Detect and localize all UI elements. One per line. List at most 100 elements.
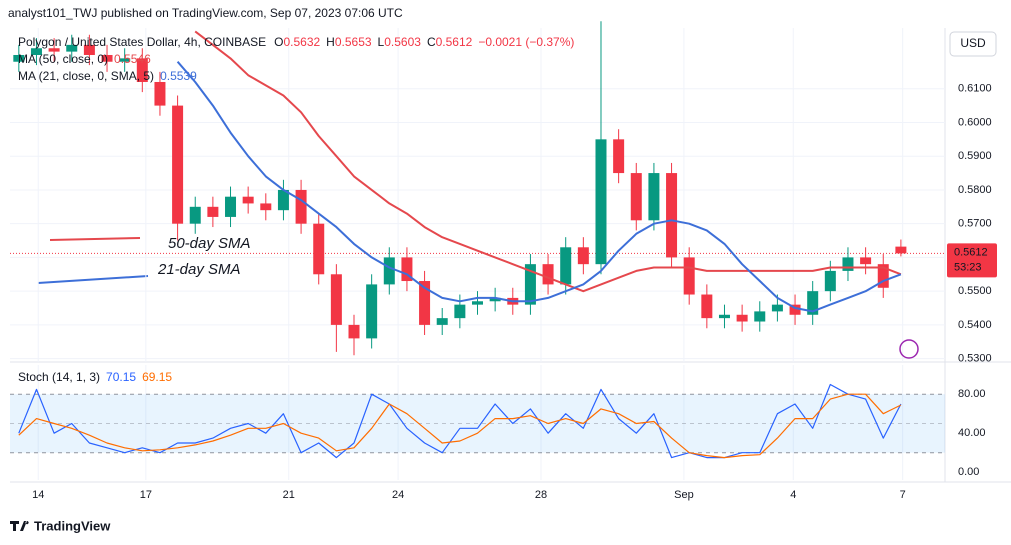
candle-body — [189, 206, 201, 224]
quote-value: 0.5653 — [335, 35, 372, 49]
last-price-tag — [947, 243, 997, 278]
candle-body — [701, 294, 713, 319]
candle-body — [789, 304, 801, 315]
candle-body — [736, 314, 748, 322]
candle-body — [277, 189, 289, 211]
x-tick-label: Sep — [674, 489, 694, 501]
candle-body — [83, 44, 95, 55]
candle-body — [225, 196, 237, 217]
stoch-title: Stoch (14, 1, 3) — [18, 370, 100, 384]
candle-body — [560, 247, 572, 285]
stoch-legend: Stoch (14, 1, 3) 70.15 69.15 — [18, 370, 172, 384]
y-tick-label: 0.5400 — [958, 319, 992, 331]
candle-body — [242, 196, 254, 204]
stoch-band — [10, 394, 945, 453]
candle-body — [154, 81, 166, 106]
x-tick-label: 17 — [140, 489, 152, 501]
candle-body — [48, 48, 60, 52]
candle-body — [807, 291, 819, 315]
quote-value: 0.5632 — [283, 35, 320, 49]
candle-body — [295, 189, 307, 224]
candle-body — [330, 274, 342, 325]
annotation-text: 21-day SMA — [157, 261, 241, 278]
candle-body — [877, 264, 889, 288]
candle-body — [613, 139, 625, 174]
candle-body — [824, 270, 836, 292]
candle-body — [648, 173, 660, 221]
candle-body — [860, 257, 872, 265]
currency-label[interactable]: USD — [960, 36, 986, 50]
quote-key: C — [427, 35, 436, 49]
brand-logo — [10, 521, 29, 531]
candle-body — [524, 264, 536, 305]
x-tick-label: 7 — [900, 489, 906, 501]
annotation-text: 50-day SMA — [168, 235, 251, 252]
y-tick-label: 0.5500 — [958, 285, 992, 297]
candle-body — [348, 324, 360, 339]
x-tick-label: 14 — [32, 489, 44, 501]
annotation-line — [49, 237, 141, 241]
quote-key: O — [274, 35, 283, 49]
candle-body — [489, 297, 501, 302]
candle-body — [577, 247, 589, 265]
quote-key: L — [378, 35, 385, 49]
ma-legend: MA (50, close, 0) 0.5546 — [18, 52, 151, 66]
indicator-line — [176, 61, 902, 313]
candle-body — [66, 44, 78, 52]
x-tick-label: 24 — [392, 489, 404, 501]
candle-body — [260, 203, 272, 211]
candle-body — [771, 304, 783, 312]
candle-body — [366, 284, 378, 339]
candle-body — [101, 54, 113, 62]
annotation-line — [37, 275, 149, 284]
x-tick-label: 28 — [535, 489, 547, 501]
ma-legend: MA (21, close, 0, SMA, 5) 0.5539 — [18, 69, 197, 83]
countdown-label: 53:23 — [954, 261, 982, 273]
candle-body — [30, 48, 42, 55]
candle-body — [136, 58, 148, 82]
candle-body — [472, 301, 483, 305]
y-tick-label: 0.5800 — [958, 184, 992, 196]
indicator-line — [18, 393, 902, 459]
quote-value: 0.5603 — [384, 35, 421, 49]
price-legend: Polygon / United States Dollar, 4h, COIN… — [18, 35, 574, 49]
symbol-title: Polygon / United States Dollar, 4h, COIN… — [18, 35, 266, 49]
y-tick-label: 0.5900 — [958, 150, 992, 162]
candle-body — [436, 318, 448, 325]
y-tick-label: 40.00 — [958, 427, 986, 439]
brand: TradingView — [10, 518, 111, 533]
candle-body — [666, 173, 678, 258]
y-tick-label: 0.5700 — [958, 218, 992, 230]
x-tick-label: 4 — [790, 489, 796, 501]
y-tick-label: 80.00 — [958, 388, 986, 400]
candle-body — [119, 58, 131, 62]
brand-name: TradingView — [34, 518, 111, 533]
publisher-line: analyst101_TWJ published on TradingView.… — [8, 6, 403, 20]
candle-body — [754, 311, 766, 322]
candle-body — [630, 173, 642, 221]
y-tick-label: 0.5300 — [958, 353, 992, 365]
quote-value: 0.5612 — [436, 35, 473, 49]
quote-change: −0.0021 (−0.37%) — [478, 35, 574, 49]
stoch-value: 69.15 — [142, 370, 172, 384]
candle-body — [401, 257, 413, 282]
candle-body — [207, 206, 219, 217]
y-tick-label: 0.6000 — [958, 116, 992, 128]
currency-button[interactable] — [949, 31, 997, 57]
ma-name: MA (50, close, 0) — [18, 52, 108, 66]
last-price-label: 0.5612 — [954, 246, 988, 258]
candle-body — [172, 105, 184, 224]
x-tick-label: 21 — [283, 489, 295, 501]
quote-key: H — [326, 35, 335, 49]
ma-value: 0.5539 — [160, 69, 197, 83]
indicator-line — [194, 30, 902, 293]
candle-body — [718, 314, 730, 319]
ma-value: 0.5546 — [114, 52, 151, 66]
candle-body — [542, 264, 554, 285]
indicator-icon — [899, 339, 919, 359]
candle-body — [683, 257, 695, 295]
candle-body — [842, 257, 854, 271]
